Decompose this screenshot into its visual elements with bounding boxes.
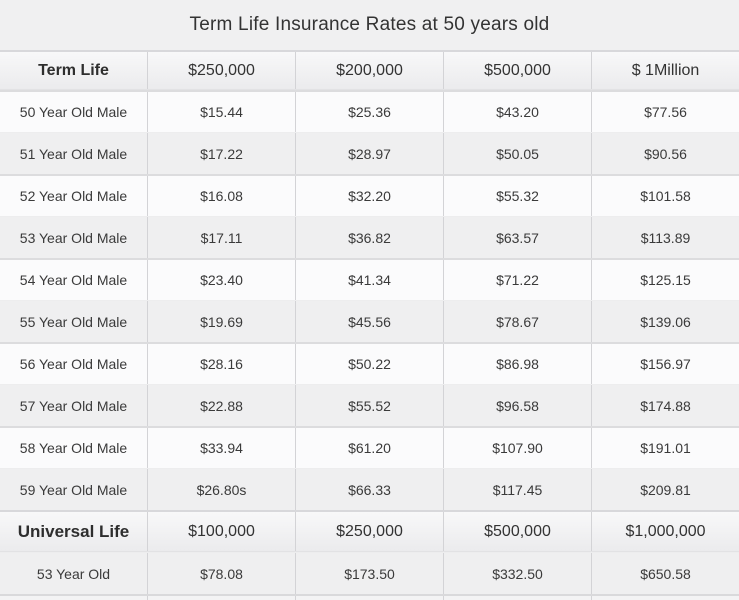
bottom-strip-cell — [591, 596, 739, 600]
row-label: 55 Year Old Male — [19, 313, 128, 330]
rate-cell: $173.50 — [295, 553, 443, 594]
rates-table: Term Life $250,000 $200,000 $500,000 $ 1Mill… — [0, 50, 739, 600]
column-header: $100,000 — [147, 512, 295, 551]
rate-cell: $191.01 — [591, 428, 739, 468]
rate-cell: $25.36 — [295, 92, 443, 132]
rate-cell: $16.08 — [147, 176, 295, 216]
table-row: 50 Year Old Male $15.44 $25.36 $43.20 $77.56 — [0, 90, 739, 132]
page-title: Term Life Insurance Rates at 50 years ol… — [189, 14, 550, 35]
column-header: $250,000 — [147, 52, 295, 89]
rate-cell: $28.97 — [295, 133, 443, 174]
table-row: 57 Year Old Male $22.88 $55.52 $96.58 $174.8… — [0, 384, 739, 426]
table-row: 53 Year Old $78.08 $173.50 $332.50 $650.58 — [0, 552, 739, 594]
row-label: 59 Year Old Male — [19, 481, 128, 498]
rate-cell: $332.50 — [443, 553, 591, 594]
bottom-strip-cell — [295, 596, 443, 600]
row-label: 56 Year Old Male — [19, 356, 128, 372]
rate-cell: $61.20 — [295, 428, 443, 468]
rate-cell: $63.57 — [443, 217, 591, 258]
rate-cell: $17.11 — [147, 217, 295, 258]
rate-cell: $96.58 — [443, 385, 591, 426]
rate-cell: $50.22 — [295, 344, 443, 384]
rate-cell: $650.58 — [591, 553, 739, 594]
rate-cell: $125.15 — [591, 260, 739, 300]
section-header-row: Term Life $250,000 $200,000 $500,000 $ 1Mill… — [0, 50, 739, 90]
row-label: 51 Year Old Male — [19, 145, 128, 162]
column-header: $250,000 — [295, 512, 443, 551]
rate-cell: $50.05 — [443, 133, 591, 174]
rate-cell: $15.44 — [147, 92, 295, 132]
rate-cell: $22.88 — [147, 385, 295, 426]
column-header: $ 1Million — [591, 52, 739, 89]
table-row: 51 Year Old Male $17.22 $28.97 $50.05 $90.56 — [0, 132, 739, 174]
rate-cell: $71.22 — [443, 260, 591, 300]
rate-cell: $32.20 — [295, 176, 443, 216]
table-row: 55 Year Old Male $19.69 $45.56 $78.67 $139.0… — [0, 300, 739, 342]
rate-cell: $55.52 — [295, 385, 443, 426]
rate-cell: $66.33 — [295, 469, 443, 510]
rate-cell: $36.82 — [295, 217, 443, 258]
section-header-row: Universal Life $100,000 $250,000 $500,000 $1… — [0, 510, 739, 552]
rate-cell: $33.94 — [147, 428, 295, 468]
column-header: $500,000 — [443, 52, 591, 89]
rate-cell: $41.34 — [295, 260, 443, 300]
row-label: 53 Year Old — [36, 565, 111, 582]
bottom-strip-cell — [0, 596, 147, 600]
rate-cell: $23.40 — [147, 260, 295, 300]
rate-cell: $156.97 — [591, 344, 739, 384]
table-row: 54 Year Old Male $23.40 $41.34 $71.22 $125.1… — [0, 258, 739, 300]
column-header: $500,000 — [443, 512, 591, 551]
rate-cell: $26.80s — [147, 469, 295, 510]
row-label: 54 Year Old Male — [19, 272, 128, 288]
section-header-label: Universal Life — [17, 521, 130, 541]
rate-cell: $107.90 — [443, 428, 591, 468]
rate-cell: $139.06 — [591, 301, 739, 342]
row-label: 58 Year Old Male — [19, 440, 128, 456]
table-row: 52 Year Old Male $16.08 $32.20 $55.32 $101.5… — [0, 174, 739, 216]
rate-cell: $43.20 — [443, 92, 591, 132]
row-label: 52 Year Old Male — [19, 188, 128, 204]
row-label: 57 Year Old Male — [19, 397, 128, 414]
column-header: $200,000 — [295, 52, 443, 89]
table-row: 56 Year Old Male $28.16 $50.22 $86.98 $156.9… — [0, 342, 739, 384]
row-label: 53 Year Old Male — [19, 229, 128, 246]
bottom-strip-cell — [443, 596, 591, 600]
rate-cell: $113.89 — [591, 217, 739, 258]
rate-cell: $86.98 — [443, 344, 591, 384]
rate-cell: $45.56 — [295, 301, 443, 342]
rate-cell: $101.58 — [591, 176, 739, 216]
rate-cell: $209.81 — [591, 469, 739, 510]
bottom-strip — [0, 594, 739, 600]
bottom-strip-cell — [147, 596, 295, 600]
rate-cell: $78.08 — [147, 553, 295, 594]
rate-cell: $19.69 — [147, 301, 295, 342]
rate-cell: $90.56 — [591, 133, 739, 174]
table-row: 53 Year Old Male $17.11 $36.82 $63.57 $113.8… — [0, 216, 739, 258]
column-header: $1,000,000 — [591, 512, 739, 551]
table-row: 58 Year Old Male $33.94 $61.20 $107.90 $191.… — [0, 426, 739, 468]
section-header-label: Term Life — [38, 61, 109, 79]
row-label: 50 Year Old Male — [19, 104, 128, 120]
rate-cell: $174.88 — [591, 385, 739, 426]
rate-cell: $78.67 — [443, 301, 591, 342]
title-band: Term Life Insurance Rates at 50 years ol… — [0, 0, 739, 50]
rate-cell: $55.32 — [443, 176, 591, 216]
rate-cell: $117.45 — [443, 469, 591, 510]
rate-cell: $17.22 — [147, 133, 295, 174]
rate-cell: $77.56 — [591, 92, 739, 132]
rate-cell: $28.16 — [147, 344, 295, 384]
table-row: 59 Year Old Male $26.80s $66.33 $117.45 $209… — [0, 468, 739, 510]
